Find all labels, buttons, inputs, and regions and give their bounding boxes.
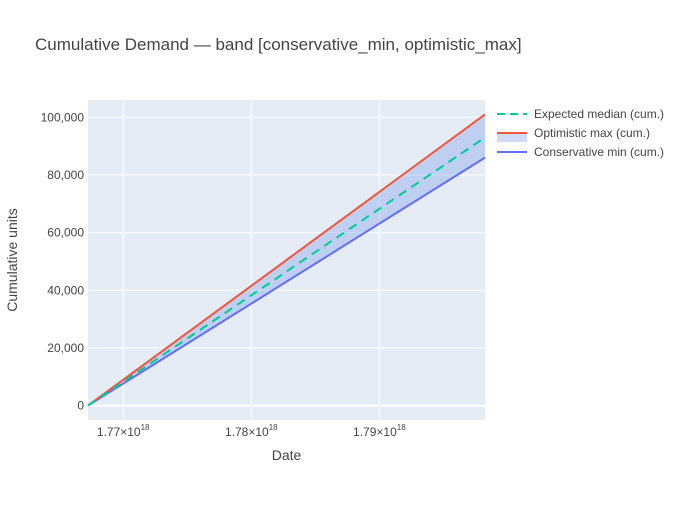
legend-item-0[interactable]: Expected median (cum.) [497, 107, 664, 121]
x-tick-label: 1.79×1018 [353, 423, 406, 439]
legend-label: Conservative min (cum.) [534, 145, 664, 159]
series-line-0 [87, 136, 486, 407]
x-tick-label: 1.78×1018 [225, 423, 278, 439]
y-tick-label: 100,000 [41, 110, 85, 124]
legend[interactable]: Expected median (cum.) Optimistic max (cu… [497, 107, 664, 159]
y-tick-label: 40,000 [47, 283, 84, 297]
legend-item-2[interactable]: Conservative min (cum.) [497, 145, 664, 159]
grid [88, 100, 485, 420]
series-line-1 [87, 113, 486, 407]
series-line-2 [87, 156, 486, 407]
y-axis: 0 20,000 40,000 60,000 80,000 100,000 [41, 110, 85, 412]
x-tick-label: 1.77×1018 [97, 423, 150, 439]
y-tick-label: 60,000 [47, 226, 84, 240]
y-tick-label: 20,000 [47, 341, 84, 355]
chart-title: Cumulative Demand — band [conservative_m… [35, 35, 522, 54]
legend-band-swatch [497, 132, 527, 142]
y-tick-label: 80,000 [47, 168, 84, 182]
x-axis-title: Date [272, 447, 302, 463]
legend-label: Expected median (cum.) [534, 107, 664, 121]
legend-item-1[interactable]: Optimistic max (cum.) [497, 126, 650, 142]
y-tick-label: 0 [77, 399, 84, 413]
legend-label: Optimistic max (cum.) [534, 126, 650, 140]
series-layer [87, 113, 486, 407]
y-axis-title: Cumulative units [4, 208, 20, 312]
x-axis: 1.77×1018 1.78×1018 1.79×1018 [97, 423, 406, 439]
